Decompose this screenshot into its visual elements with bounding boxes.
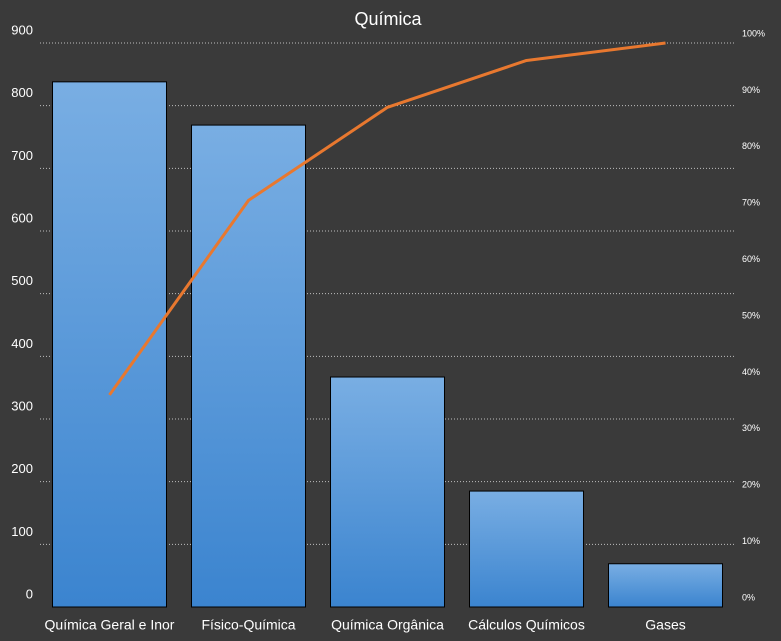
y-tick-label: 100	[11, 524, 33, 539]
y-tick-label: 300	[11, 398, 33, 413]
y-tick-label: 200	[11, 461, 33, 476]
x-tick-label: Físico-Química	[201, 617, 295, 633]
bar	[52, 81, 167, 608]
x-tick-label: Química Geral e Inor	[45, 617, 175, 633]
y-tick-label: 800	[11, 85, 33, 100]
x-tick-label: Cálculos Químicos	[468, 617, 585, 633]
chart-title: Química	[354, 9, 422, 29]
y2-tick-label: 80%	[742, 141, 760, 151]
y2-tick-label: 50%	[742, 310, 760, 320]
y2-tick-label: 60%	[742, 254, 760, 264]
y2-tick-label: 10%	[742, 536, 760, 546]
bar	[330, 376, 445, 608]
x-tick-label: Gases	[645, 617, 685, 633]
y2-tick-label: 0%	[742, 592, 755, 602]
bar	[469, 490, 584, 608]
y2-tick-label: 70%	[742, 198, 760, 208]
cumulative-line	[108, 41, 666, 396]
y-tick-label: 900	[11, 22, 33, 37]
y2-tick-label: 40%	[742, 367, 760, 377]
y2-tick-label: 100%	[742, 28, 765, 38]
bar	[191, 124, 306, 608]
y-tick-label: 0	[26, 586, 33, 601]
y-tick-label: 700	[11, 148, 33, 163]
y-tick-label: 600	[11, 210, 33, 225]
y2-tick-label: 90%	[742, 85, 760, 95]
y-tick-label: 500	[11, 273, 33, 288]
y-tick-label: 400	[11, 336, 33, 351]
y2-tick-label: 30%	[742, 423, 760, 433]
bar	[608, 563, 723, 608]
x-tick-label: Química Orgânica	[331, 617, 444, 633]
y2-tick-label: 20%	[742, 480, 760, 490]
